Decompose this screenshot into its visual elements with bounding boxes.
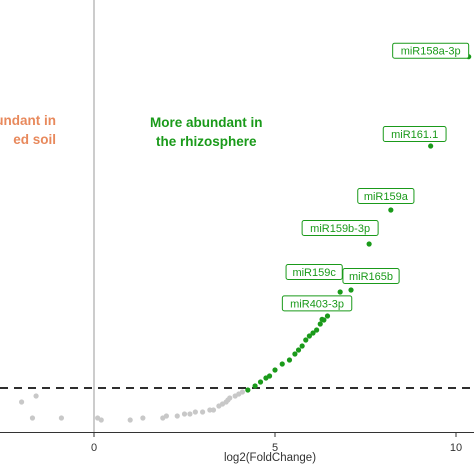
data-point [29, 415, 36, 421]
annotation-left: abundant in ed soil [0, 113, 56, 147]
point-label-box [285, 264, 343, 281]
data-point [306, 333, 312, 339]
data-point [324, 313, 331, 319]
data-point [292, 351, 298, 357]
point-label-box [281, 295, 353, 312]
data-point [98, 417, 104, 423]
x-tick-label: 10 [450, 442, 462, 454]
data-point [314, 327, 320, 333]
data-point [163, 413, 169, 419]
labeled-data-point [428, 143, 434, 149]
data-point [127, 417, 133, 423]
labeled-data-point [348, 287, 354, 293]
data-point [266, 373, 273, 379]
point-label-box [382, 126, 447, 143]
points-layer [19, 54, 472, 423]
point-label: miR165b [349, 271, 393, 283]
point-label: miR159b-3p [310, 223, 370, 235]
data-point [252, 383, 258, 389]
x-tick-label: 0 [91, 442, 97, 454]
data-point [181, 411, 188, 417]
point-label-box [357, 188, 415, 205]
data-point [272, 367, 278, 373]
data-point [295, 347, 302, 353]
labeled-data-point [388, 207, 394, 213]
data-point [174, 413, 180, 419]
data-point [310, 330, 316, 336]
data-point [239, 389, 246, 395]
data-point [299, 343, 305, 349]
data-point [245, 387, 251, 393]
point-label: miR161.1 [391, 129, 438, 141]
point-label: miR403-3p [290, 298, 344, 310]
data-point [207, 407, 213, 413]
point-label-box [301, 220, 379, 237]
point-label: miR158a-3p [401, 46, 461, 58]
labeled-data-point [319, 316, 325, 322]
labeled-data-point [366, 241, 372, 247]
data-point [279, 361, 285, 367]
data-point [19, 399, 25, 405]
point-label: miR159c [292, 267, 336, 279]
data-point [210, 407, 217, 413]
point-label-box [392, 42, 470, 59]
axes-layer: 0 5 10 [0, 0, 474, 454]
data-point [286, 357, 293, 363]
data-point [317, 321, 323, 327]
point-label: miR159a [364, 191, 409, 203]
data-point [257, 379, 264, 385]
data-point [140, 415, 146, 421]
data-point [192, 409, 198, 415]
data-point [187, 411, 193, 417]
x-axis-label: log2(FoldChange) [223, 452, 317, 464]
data-point [227, 395, 233, 401]
point-label-box [342, 268, 400, 285]
data-point [58, 415, 65, 421]
labeled-data-point [337, 289, 343, 295]
data-point [33, 393, 39, 399]
annotation-right: More abundant in the rhizosphere [150, 115, 263, 149]
x-tick-label: 5 [272, 442, 278, 454]
data-point [200, 409, 206, 415]
data-point [303, 337, 309, 343]
point-labels-layer: miR158a-3p miR161.1 miR159a miR159b-3p miR15… [281, 42, 470, 312]
